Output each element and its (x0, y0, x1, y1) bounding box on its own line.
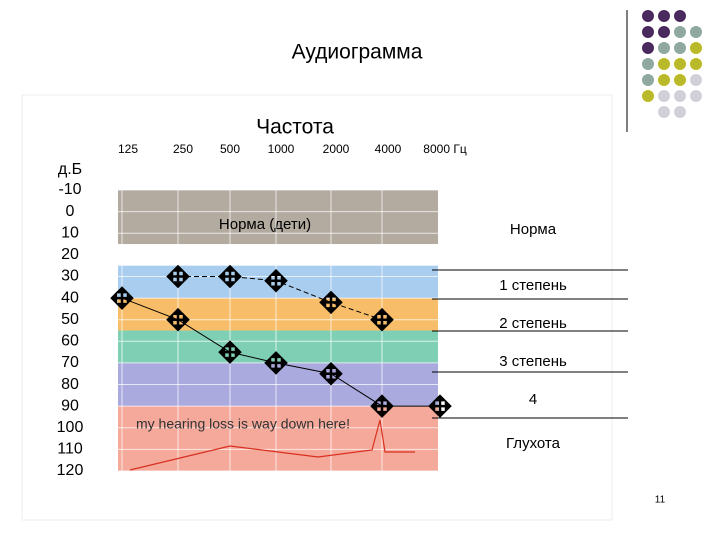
y-tick-label: 120 (57, 462, 84, 479)
band-label: Норма (дети) (219, 216, 311, 233)
y-tick-label: 30 (61, 268, 79, 285)
y-tick-label: 10 (61, 224, 79, 241)
y-tick-label: 0 (66, 203, 75, 220)
zone-label: Норма (510, 221, 557, 238)
point-marker (319, 361, 343, 386)
squiggle (129, 419, 415, 471)
zone-label: 1 степень (499, 277, 567, 294)
point-marker (218, 264, 242, 289)
y-tick-label: 110 (57, 441, 83, 458)
point-marker (218, 340, 242, 364)
point-marker (166, 264, 190, 289)
y-tick-label: 20 (61, 246, 79, 263)
point-marker (264, 269, 288, 293)
point-marker (370, 394, 394, 418)
x-tick-label: 500 (220, 142, 240, 156)
corner-dots (642, 10, 702, 118)
page-number: 11 (655, 495, 666, 506)
band (118, 190, 438, 245)
point-marker (110, 286, 134, 310)
y-tick-label: 60 (61, 333, 79, 350)
y-tick-label: 100 (57, 419, 84, 436)
x-tick-label: 4000 (375, 142, 402, 156)
x-tick-label: 125 (118, 142, 138, 156)
zone-label: 3 степень (499, 353, 567, 370)
band (118, 298, 438, 331)
x-axis-label: Частота (256, 116, 334, 139)
point-marker (264, 351, 288, 375)
y-tick-label: 90 (61, 397, 79, 414)
x-tick-label: 2000 (323, 142, 350, 156)
point-marker (319, 290, 343, 315)
zone-label: 4 (529, 391, 537, 408)
point-marker (370, 307, 394, 332)
x-tick-label: 250 (173, 142, 193, 156)
y-tick-label: 50 (61, 311, 79, 328)
y-tick-label: 80 (61, 376, 79, 393)
plot: Норма (дети) -10 0 10 20 30 40 50 60 70 80 90 100 110… (57, 142, 628, 479)
zone-label: Глухота (506, 435, 561, 452)
zone-label: 2 степень (499, 315, 567, 332)
x-tick-label: 1000 (268, 142, 295, 156)
y-axis-label: д.Б (58, 161, 82, 178)
point-marker (428, 394, 452, 418)
annotation: my hearing loss is way down here! (136, 416, 350, 432)
y-tick-label: -10 (58, 181, 81, 198)
point-marker (166, 307, 190, 332)
y-tick-label: 70 (61, 354, 79, 371)
slide-title: Аудиограмма (292, 41, 423, 64)
y-tick-label: 40 (61, 289, 79, 306)
x-tick-label: 8000 Гц (423, 142, 467, 156)
